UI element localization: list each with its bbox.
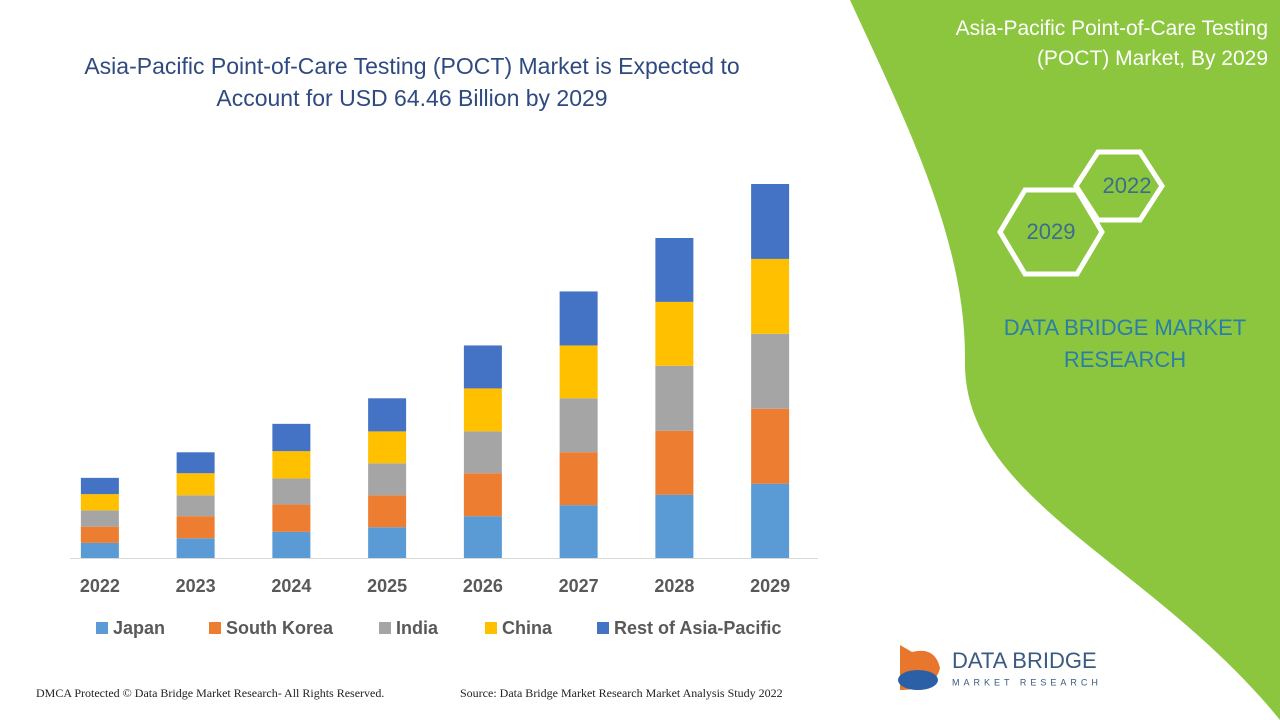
legend-swatch — [209, 622, 221, 634]
bar-segment — [176, 452, 215, 474]
bar-segment — [751, 408, 790, 484]
bar-segment — [559, 505, 598, 558]
logo-name: DATA BRIDGE — [952, 648, 1097, 673]
bar-segment — [463, 431, 502, 474]
bar-segment — [559, 291, 598, 346]
x-tick-label: 2022 — [80, 576, 120, 596]
hexagon — [1073, 149, 1165, 223]
x-tick-label: 2027 — [559, 576, 599, 596]
footer-source: Source: Data Bridge Market Research Mark… — [460, 686, 783, 700]
legend-label: Rest of Asia-Pacific — [614, 618, 781, 638]
hexagon — [997, 187, 1105, 277]
bar-segment — [176, 538, 215, 558]
bar-segment — [80, 542, 119, 558]
hexagon-label: 2022 — [1103, 173, 1152, 198]
x-tick-label: 2023 — [176, 576, 216, 596]
bar-segment — [272, 531, 311, 558]
bar-segment — [751, 258, 790, 334]
bar-segment — [751, 333, 790, 409]
hexagon-label: 2029 — [1027, 219, 1076, 244]
bar-segment — [559, 345, 598, 399]
bar-segment — [655, 238, 694, 302]
logo-icon — [898, 670, 938, 690]
bar-segment — [80, 526, 119, 543]
x-tick-label: 2024 — [271, 576, 311, 596]
bar-segment — [368, 463, 407, 496]
bar-segment — [463, 388, 502, 432]
bar-segment — [272, 504, 311, 532]
bar-segment — [655, 494, 694, 558]
legend-label: Japan — [113, 618, 165, 638]
bar-segment — [559, 452, 598, 506]
legend-swatch — [96, 622, 108, 634]
footer-left: DMCA Protected © Data Bridge Market Rese… — [36, 686, 385, 700]
bar-segment — [751, 483, 790, 558]
chart-title: Asia-Pacific Point-of-Care Testing (POCT… — [84, 53, 740, 111]
bar-segment — [368, 495, 407, 528]
legend-swatch — [597, 622, 609, 634]
x-tick-label: 2026 — [463, 576, 503, 596]
bar-segment — [655, 365, 694, 431]
legend-label: South Korea — [226, 618, 334, 638]
x-tick-label: 2028 — [654, 576, 694, 596]
brand: DATA BRIDGE MARKET RESEARCH — [1003, 315, 1247, 372]
bar-segment — [655, 430, 694, 495]
x-tick-label: 2029 — [750, 576, 790, 596]
bar-segment — [272, 478, 311, 505]
bar-segment — [751, 184, 790, 259]
bar-segment — [463, 473, 502, 517]
bar-segment — [176, 473, 215, 496]
bar-segment — [368, 431, 407, 464]
bar-segment — [272, 451, 311, 479]
legend-swatch — [485, 622, 497, 634]
bar-segment — [80, 477, 119, 495]
bar-segment — [80, 494, 119, 511]
logo-tagline: MARKET RESEARCH — [952, 677, 1102, 687]
green-panel — [850, 0, 1280, 720]
legend-label: China — [502, 618, 553, 638]
bar-segment — [463, 516, 502, 558]
header-title: Asia-Pacific Point-of-Care Testing (POCT… — [955, 17, 1268, 70]
bar-segment — [655, 301, 694, 366]
bar-segment — [368, 398, 407, 432]
bar-segment — [463, 345, 502, 389]
bar-segment — [176, 516, 215, 539]
bar-segment — [559, 398, 598, 453]
bar-segment — [176, 495, 215, 517]
bar-segment — [368, 527, 407, 558]
legend-swatch — [379, 622, 391, 634]
x-tick-label: 2025 — [367, 576, 407, 596]
bar-segment — [272, 423, 311, 452]
bar-segment — [80, 510, 119, 527]
legend-label: India — [396, 618, 439, 638]
